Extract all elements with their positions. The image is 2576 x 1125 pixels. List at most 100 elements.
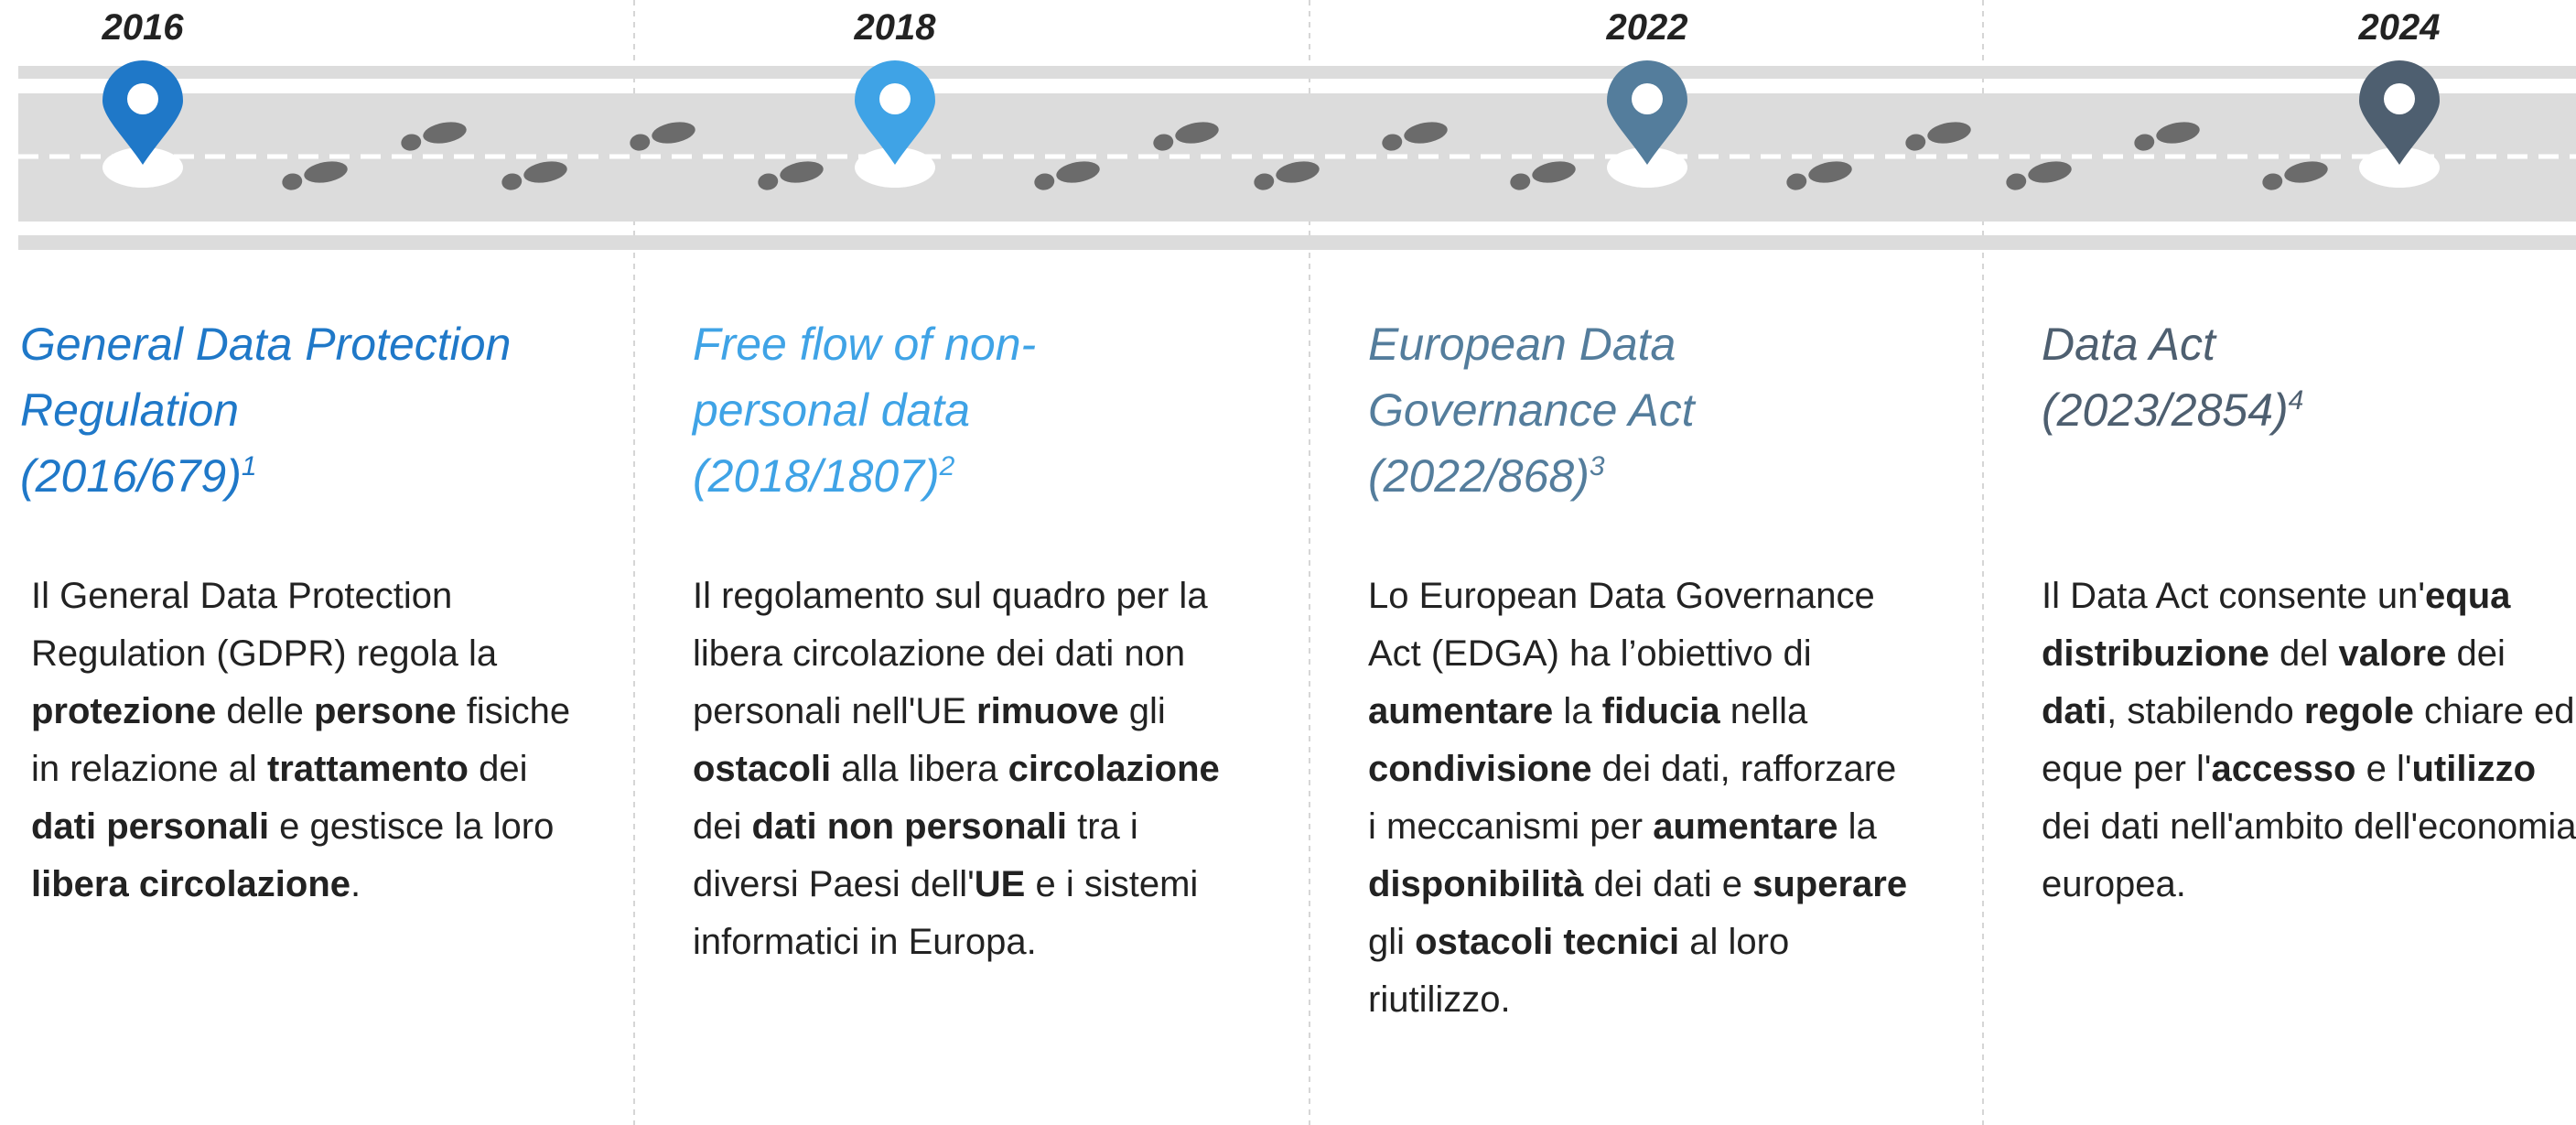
footprint (1382, 122, 1448, 151)
item-description: Lo European Data Governance Act (EDGA) h… (1368, 568, 1908, 1029)
pin-shadow (102, 147, 183, 188)
footprint-sole (2028, 161, 2072, 183)
footnote-ref: 2 (939, 451, 955, 481)
title-text: (2022/868) (1368, 450, 1590, 502)
pin-hole (1632, 83, 1663, 114)
bold-text: utilizzo (2411, 749, 2536, 789)
bold-text: UE (974, 864, 1026, 904)
bold-text: libera circolazione (31, 864, 351, 904)
text: nella (1719, 691, 1808, 731)
footprint-sole (523, 161, 567, 183)
footprint-sole (304, 161, 348, 183)
footprint-sole (2284, 161, 2328, 183)
text: al loro riutilizzo. (1368, 922, 1790, 1020)
text: . (350, 864, 361, 904)
footprint-sole (1404, 122, 1448, 144)
title-line: (2022/868)3 (1368, 443, 1695, 509)
title-text: Regulation (20, 384, 240, 436)
footprint (2262, 161, 2328, 190)
footprint-sole (652, 122, 695, 144)
footprint-sole (1056, 161, 1100, 183)
text: alla libera (831, 749, 1008, 789)
bold-text: dati (2042, 691, 2107, 731)
footprint-sole (1532, 161, 1576, 183)
bold-text: circolazione (1008, 749, 1220, 789)
bold-text: dati non personali (751, 806, 1067, 847)
footprint-sole (2156, 122, 2200, 144)
footprint (1034, 161, 1100, 190)
year-label: 2024 (2358, 7, 2441, 48)
pin-hole (879, 83, 911, 114)
footprint-heel (1382, 134, 1403, 151)
footnote-ref: 3 (1589, 451, 1605, 481)
title-line: Governance Act (1368, 377, 1695, 443)
title-text: Data Act (2042, 319, 2215, 370)
footprint-sole (423, 122, 467, 144)
text: Il regolamento sul quadro per la libera … (693, 576, 1208, 731)
text: Il Data Act consente un' (2042, 576, 2426, 616)
pin-shadow (855, 147, 935, 188)
item-title: Free flow of non-personal data (2018/1807… (693, 311, 1036, 509)
text: delle (216, 691, 314, 731)
footprint (1254, 161, 1320, 190)
title-line: European Data (1368, 311, 1695, 377)
footprint (630, 122, 695, 151)
footprint-sole (1276, 161, 1320, 183)
footnote-ref: 4 (2288, 385, 2304, 416)
footprint-heel (1153, 134, 1174, 151)
title-line: personal data (693, 377, 1036, 443)
pin-hole (2384, 83, 2415, 114)
item-title: General Data Protection Regulation (2016/6… (20, 311, 511, 509)
text: fisiche in relazione al (31, 691, 571, 789)
year-label: 2022 (1606, 7, 1688, 48)
footprint (501, 161, 567, 190)
footprint-sole (1175, 122, 1219, 144)
bold-text: protezione (31, 691, 217, 731)
road-edge (18, 66, 2576, 79)
text: la (1838, 806, 1877, 847)
bold-text: fiducia (1601, 691, 1720, 731)
bold-text: persone (313, 691, 457, 731)
pin-shadow (1607, 147, 1687, 188)
footprint-heel (1034, 173, 1055, 190)
title-text: European Data (1368, 319, 1676, 370)
footprint (1905, 122, 1971, 151)
title-text: (2023/2854) (2042, 384, 2289, 436)
footprint-heel (1510, 173, 1531, 190)
title-text: personal data (693, 384, 971, 436)
pin-hole (127, 83, 158, 114)
bold-text: aumentare (1653, 806, 1838, 847)
pins (102, 60, 2440, 188)
item-title: European Data Governance Act (2022/868)3 (1368, 311, 1695, 509)
bold-text: disponibilità (1368, 864, 1584, 904)
title-text: Free flow of non- (693, 319, 1037, 370)
text: gli (1118, 691, 1166, 731)
text: dei (468, 749, 528, 789)
footprint (758, 161, 824, 190)
title-line: (2018/1807)2 (693, 443, 1036, 509)
title-text: (2018/1807) (693, 450, 940, 502)
bold-text: accesso (2211, 749, 2356, 789)
footprint-heel (1905, 134, 1926, 151)
item-description: Il Data Act consente un'equa distribuzio… (2042, 568, 2576, 914)
bold-text: aumentare (1368, 691, 1554, 731)
text: tra i diversi Paesi dell' (693, 806, 1138, 904)
text: Il General Data Protection Regulation (G… (31, 576, 498, 674)
footprint-sole (1808, 161, 1852, 183)
text: la (1553, 691, 1602, 731)
road-edge (18, 235, 2576, 250)
footprint-heel (758, 173, 779, 190)
text: dei (2446, 633, 2506, 674)
text: dei dati nell'ambito dell'economia europ… (2042, 806, 2576, 904)
bold-text: regole (2303, 691, 2414, 731)
text: chiare ed eque per l' (2042, 691, 2575, 789)
bold-text: valore (2338, 633, 2447, 674)
text: gli (1368, 922, 1416, 962)
footprint-heel (2262, 173, 2283, 190)
title-text: Governance Act (1368, 384, 1695, 436)
footprint-sole (780, 161, 824, 183)
text: Lo European Data Governance Act (EDGA) h… (1368, 576, 1875, 674)
footprint (1153, 122, 1219, 151)
title-line: (2016/679)1 (20, 443, 511, 509)
